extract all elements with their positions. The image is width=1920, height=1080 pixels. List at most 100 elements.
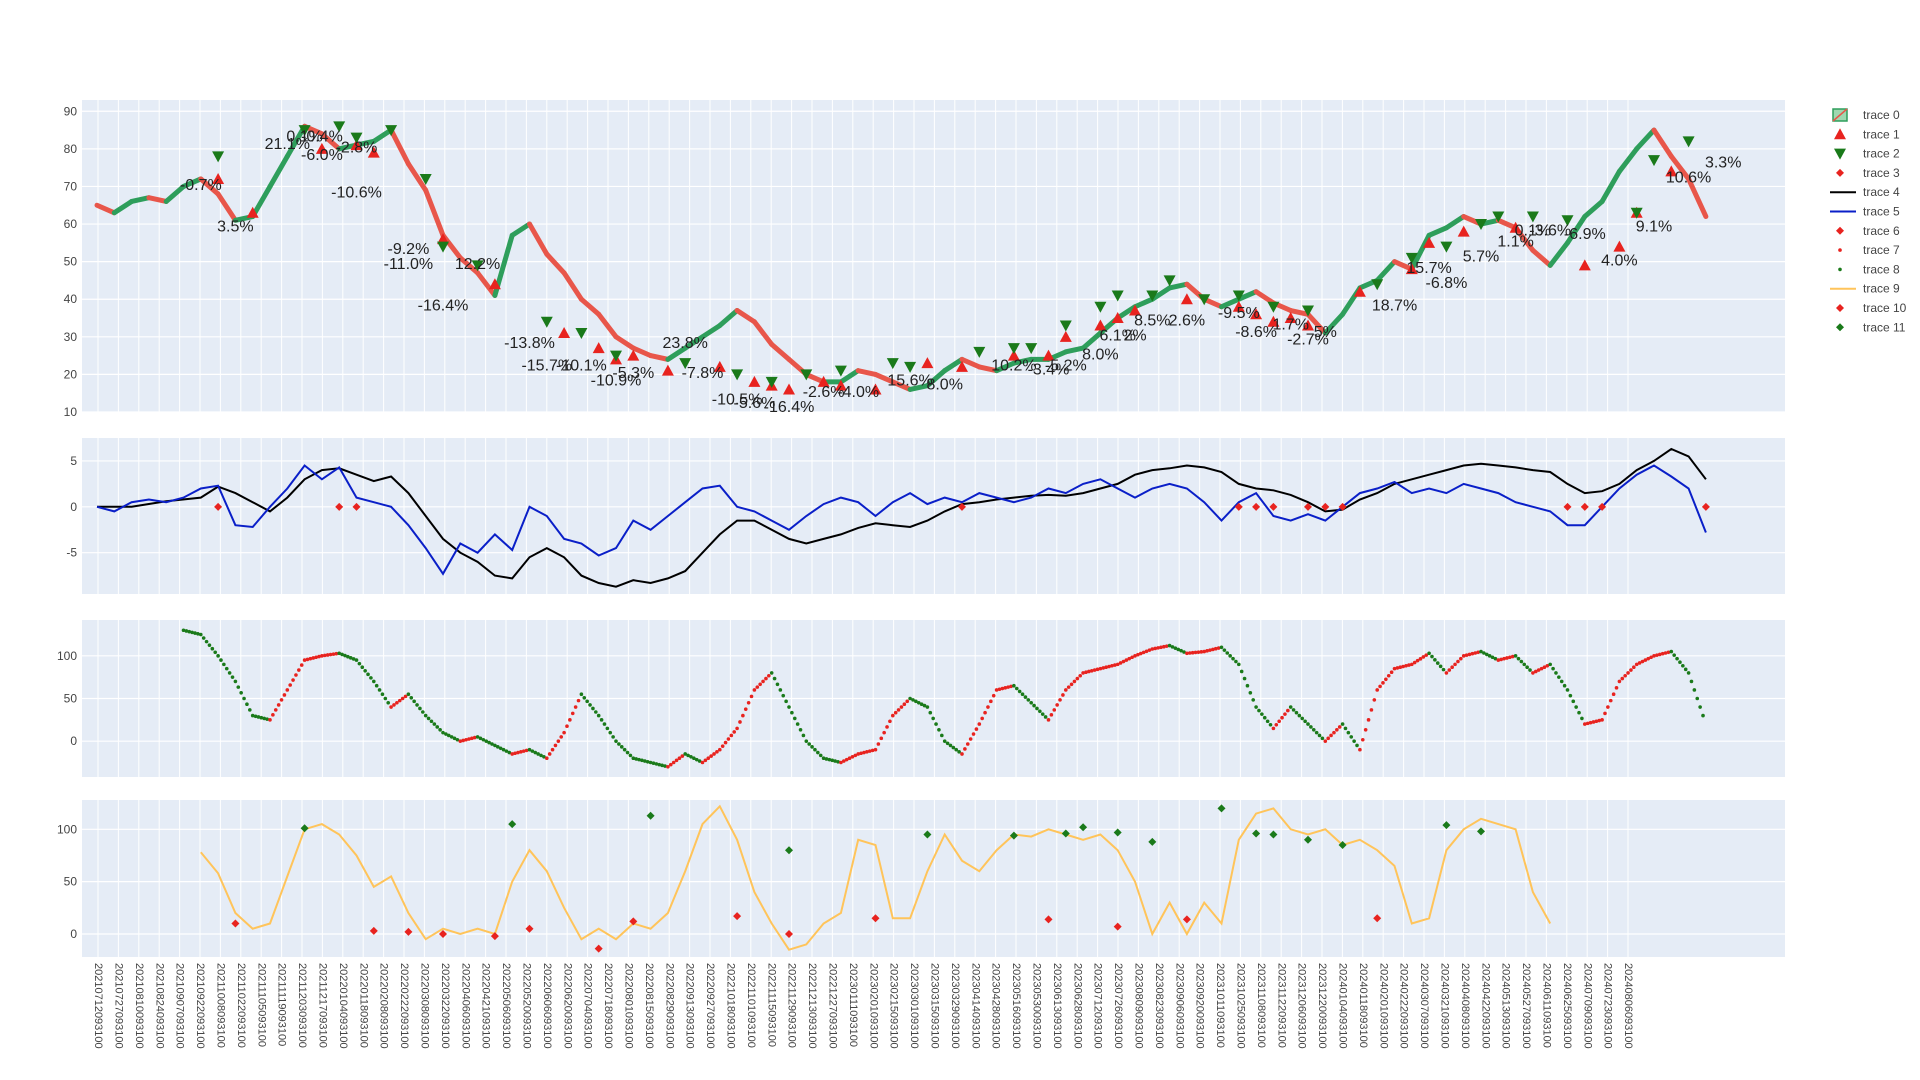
trace-8-point (539, 753, 543, 758)
candle-segment (682, 334, 705, 351)
legend-swatch (1836, 226, 1844, 235)
trace-7-point (400, 696, 405, 701)
trace-7-point (1499, 657, 1503, 662)
trace-7-point (320, 654, 324, 658)
trace-7-point (521, 749, 526, 753)
x-tick-label: 20230516093100 (1010, 963, 1022, 1049)
trace-7-point (1075, 676, 1080, 681)
annotation-label: 8.0% (1082, 346, 1118, 363)
y-tick-label: 40 (64, 292, 78, 306)
legend-item-label: trace 10 (1863, 301, 1907, 315)
x-tick-label: 20220620093100 (561, 963, 573, 1049)
trace-8-point (625, 750, 630, 755)
trace-7-point (963, 747, 967, 751)
trace-7-point (556, 739, 561, 743)
trace-7-point (1594, 719, 1599, 724)
trace-8-point (1012, 683, 1016, 688)
y-tick-label: 60 (64, 217, 78, 231)
trace-8-point (1228, 654, 1232, 658)
trace-7-point (1640, 659, 1645, 664)
trace-7-point (870, 748, 875, 753)
trace-8-point (481, 737, 486, 742)
trace-8-point (818, 753, 823, 758)
buy-marker (956, 360, 968, 372)
trace-7-point (677, 756, 682, 761)
trace-7-point (980, 716, 984, 721)
trace-8-point (1557, 675, 1561, 679)
buy-marker (1180, 293, 1193, 305)
trace-8-point (683, 752, 687, 756)
trace-11-marker (1148, 837, 1157, 846)
trace-8-point (931, 716, 935, 721)
y-tick-label: 30 (64, 330, 78, 344)
trace-8-point (1482, 651, 1486, 655)
y-tick-label: 50 (64, 255, 78, 269)
annotation-label: -10.6% (331, 185, 382, 202)
trace-8-point (236, 685, 241, 689)
x-tick-label: 20240201093100 (1377, 963, 1389, 1049)
trace-7-point (1003, 686, 1008, 690)
trace-7-point (458, 739, 463, 743)
trace-8-point (914, 699, 918, 704)
x-tick-label: 20220606093100 (541, 963, 553, 1049)
buy-marker (627, 349, 640, 361)
trace-8-point (1237, 662, 1241, 667)
y-tick-label: 70 (64, 179, 78, 193)
buy-marker (1405, 263, 1418, 275)
annotation-label: 9.1% (1636, 219, 1672, 236)
x-tick-label: 20220520093100 (520, 963, 532, 1049)
annotation-label: 6.1% (1099, 328, 1135, 345)
annotation-label: 10.2% (991, 358, 1036, 375)
buy-marker (783, 383, 795, 395)
buy-marker (834, 379, 847, 391)
trace-8-point (446, 733, 451, 738)
trace-7-point (703, 758, 708, 763)
panel-macd: -5 0 5 (66, 438, 1785, 594)
trace-7-point (389, 705, 393, 709)
trace-7-point (470, 736, 474, 741)
candle-segment (284, 123, 308, 159)
x-tick-label: 20220506093100 (500, 963, 512, 1049)
y-tick-label: 50 (64, 875, 78, 889)
trace-10-marker (439, 929, 447, 938)
annotation-label: 23.8% (663, 335, 708, 352)
trace-7-point (991, 693, 996, 698)
trace-11-marker (508, 820, 517, 829)
trace-8-point (957, 750, 961, 754)
candle-segment (405, 161, 429, 193)
trace-7-point (1369, 708, 1374, 712)
trace-8-point (495, 745, 500, 749)
legend-item-label: trace 1 (1863, 127, 1900, 141)
trace-11-marker (785, 846, 793, 855)
trace-8-point (256, 715, 261, 719)
trace-8-point (498, 746, 503, 751)
candle-segment (890, 379, 913, 392)
legend-item-label: trace 9 (1863, 282, 1900, 296)
legend-swatch (1832, 108, 1848, 122)
trace-8-point (1695, 696, 1700, 701)
trace-10-marker (369, 926, 378, 935)
trace-10-marker (629, 917, 638, 926)
x-tick-label: 20230201093100 (867, 963, 879, 1049)
trace-10-marker (490, 932, 499, 941)
trace-8-point (813, 747, 817, 752)
annotation-label: 1.7% (1272, 316, 1308, 333)
trace-8-point (196, 631, 200, 636)
panel-oscillator: 0 50 100 (57, 620, 1785, 777)
buy-marker (1042, 349, 1055, 361)
trace-8-point (418, 706, 422, 711)
trace-7-point (1398, 665, 1403, 670)
trace-7-point (1127, 656, 1132, 661)
trace-10-marker (785, 929, 793, 938)
trace-8-point (369, 676, 373, 680)
buy-marker (1059, 330, 1072, 342)
trace-7-point (1058, 698, 1062, 702)
trace-8-point (1516, 656, 1521, 661)
trace-8-point (608, 730, 613, 735)
trace-7-point (1415, 658, 1420, 663)
trace-11-marker (1338, 841, 1347, 850)
legend-item-label: trace 0 (1863, 108, 1900, 122)
trace-8-point (351, 657, 356, 661)
sell-marker (973, 346, 986, 358)
sell-marker (1371, 279, 1384, 291)
